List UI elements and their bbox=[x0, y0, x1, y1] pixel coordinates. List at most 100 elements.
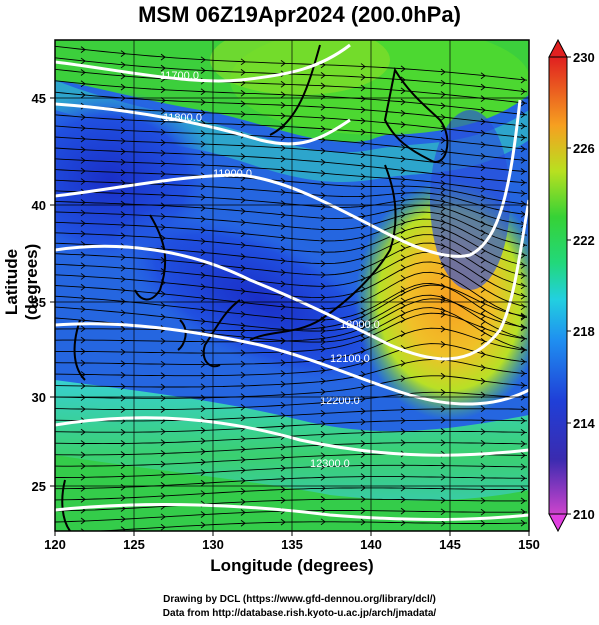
streamline-arrow bbox=[480, 95, 486, 103]
colorbar-max-arrow bbox=[548, 38, 568, 58]
streamline-arrow bbox=[280, 211, 286, 219]
streamline-arrow bbox=[240, 435, 246, 443]
streamline-arrow bbox=[440, 198, 446, 206]
streamline-arrow bbox=[200, 183, 206, 190]
streamline-arrow bbox=[280, 257, 286, 265]
streamline-arrow bbox=[160, 128, 166, 136]
streamline-arrow bbox=[480, 312, 486, 320]
streamline-arrow bbox=[200, 349, 206, 357]
streamline-arrow bbox=[240, 299, 246, 307]
streamline-arrow bbox=[280, 303, 286, 311]
streamline-arrow bbox=[440, 226, 446, 234]
streamline-arrow bbox=[320, 93, 326, 100]
streamline-arrow bbox=[320, 103, 326, 111]
streamline-arrow bbox=[360, 335, 366, 342]
streamline-arrow bbox=[520, 99, 526, 107]
streamline-arrow bbox=[80, 273, 86, 280]
streamline-arrow bbox=[200, 98, 206, 106]
streamline-arrow bbox=[480, 152, 486, 160]
streamline-arrow bbox=[280, 401, 286, 409]
streamline-arrow bbox=[80, 305, 86, 313]
streamline-arrow bbox=[200, 151, 206, 158]
streamline-arrow bbox=[520, 335, 526, 342]
streamline-arrow bbox=[120, 137, 126, 145]
streamline-arrow bbox=[480, 474, 486, 482]
streamline-arrow bbox=[240, 382, 246, 390]
streamline-arrow bbox=[240, 287, 246, 295]
streamline-arrow bbox=[240, 349, 246, 357]
streamline-arrow bbox=[80, 135, 86, 143]
streamline-arrow bbox=[400, 144, 406, 151]
streamline-arrow bbox=[360, 95, 366, 103]
streamline-arrow bbox=[120, 72, 126, 80]
streamline-arrow bbox=[360, 429, 366, 437]
streamline-arrow bbox=[120, 337, 126, 344]
streamline-arrow bbox=[480, 175, 486, 183]
streamline-arrow bbox=[80, 167, 86, 175]
streamline-arrow bbox=[200, 479, 206, 487]
streamline-arrow bbox=[120, 158, 126, 166]
streamline-arrow bbox=[440, 160, 446, 167]
streamline-arrow bbox=[80, 80, 86, 88]
streamline-arrow bbox=[440, 283, 446, 290]
streamline-arrow bbox=[360, 383, 366, 390]
streamline-arrow bbox=[320, 260, 326, 267]
streamline-arrow bbox=[480, 337, 486, 345]
y-tick-label: 35 bbox=[32, 295, 46, 310]
streamline-arrow bbox=[400, 316, 406, 323]
streamline-arrow bbox=[400, 330, 406, 338]
streamline-arrow bbox=[120, 221, 126, 229]
streamline-arrow bbox=[240, 327, 246, 334]
streamline-arrow bbox=[400, 132, 406, 140]
colorbar-tick-label: 210 bbox=[573, 507, 595, 522]
streamline-arrow bbox=[320, 125, 326, 133]
streamline-arrow bbox=[440, 261, 446, 269]
streamline-arrow bbox=[240, 207, 246, 215]
streamline-arrow bbox=[480, 286, 486, 293]
streamline-arrow bbox=[320, 473, 326, 481]
x-tick-label: 120 bbox=[44, 537, 66, 552]
streamline-arrow bbox=[440, 485, 446, 493]
streamline-arrow bbox=[320, 282, 326, 290]
streamline-arrow bbox=[240, 509, 246, 516]
streamline-arrow bbox=[240, 456, 246, 464]
streamline-arrow bbox=[80, 69, 86, 76]
streamline-arrow bbox=[520, 440, 526, 448]
streamline-arrow bbox=[440, 113, 446, 121]
streamline-arrow bbox=[80, 428, 86, 436]
streamline-arrow bbox=[280, 123, 286, 130]
streamline-arrow bbox=[80, 517, 86, 525]
streamline-arrow bbox=[80, 57, 86, 65]
streamline-arrow bbox=[200, 140, 206, 148]
streamline-arrow bbox=[320, 431, 326, 438]
streamline-arrow bbox=[160, 170, 166, 178]
streamline-arrow bbox=[320, 420, 326, 428]
streamline-arrow bbox=[480, 83, 486, 91]
streamline-arrow bbox=[480, 462, 486, 470]
streamline-arrow bbox=[520, 210, 526, 218]
coastline bbox=[61, 44, 449, 531]
contour-label: 12200.0 bbox=[320, 395, 360, 407]
streamline-arrow bbox=[360, 451, 366, 458]
streamline-arrow bbox=[360, 233, 366, 240]
streamline-arrow bbox=[440, 341, 446, 348]
streamline-arrow bbox=[440, 389, 446, 396]
streamline-arrow bbox=[120, 116, 126, 124]
streamline-arrow bbox=[320, 356, 326, 364]
streamline-arrow bbox=[480, 318, 486, 326]
streamline-arrow bbox=[360, 151, 366, 159]
streamline-arrow bbox=[360, 73, 366, 81]
streamline-arrow bbox=[440, 211, 446, 219]
streamline-arrow bbox=[200, 394, 206, 402]
streamline-arrow bbox=[520, 168, 526, 175]
streamline-arrow bbox=[280, 91, 286, 99]
streamline-arrow bbox=[240, 310, 246, 318]
streamline-arrow bbox=[480, 405, 486, 413]
streamline-arrow bbox=[480, 185, 486, 193]
streamline-arrow bbox=[80, 451, 86, 459]
streamline-arrow bbox=[160, 139, 166, 147]
streamline-arrow bbox=[280, 314, 286, 322]
streamline-arrow bbox=[320, 237, 326, 245]
streamline-arrow bbox=[400, 274, 406, 282]
streamline-arrow bbox=[360, 358, 366, 366]
